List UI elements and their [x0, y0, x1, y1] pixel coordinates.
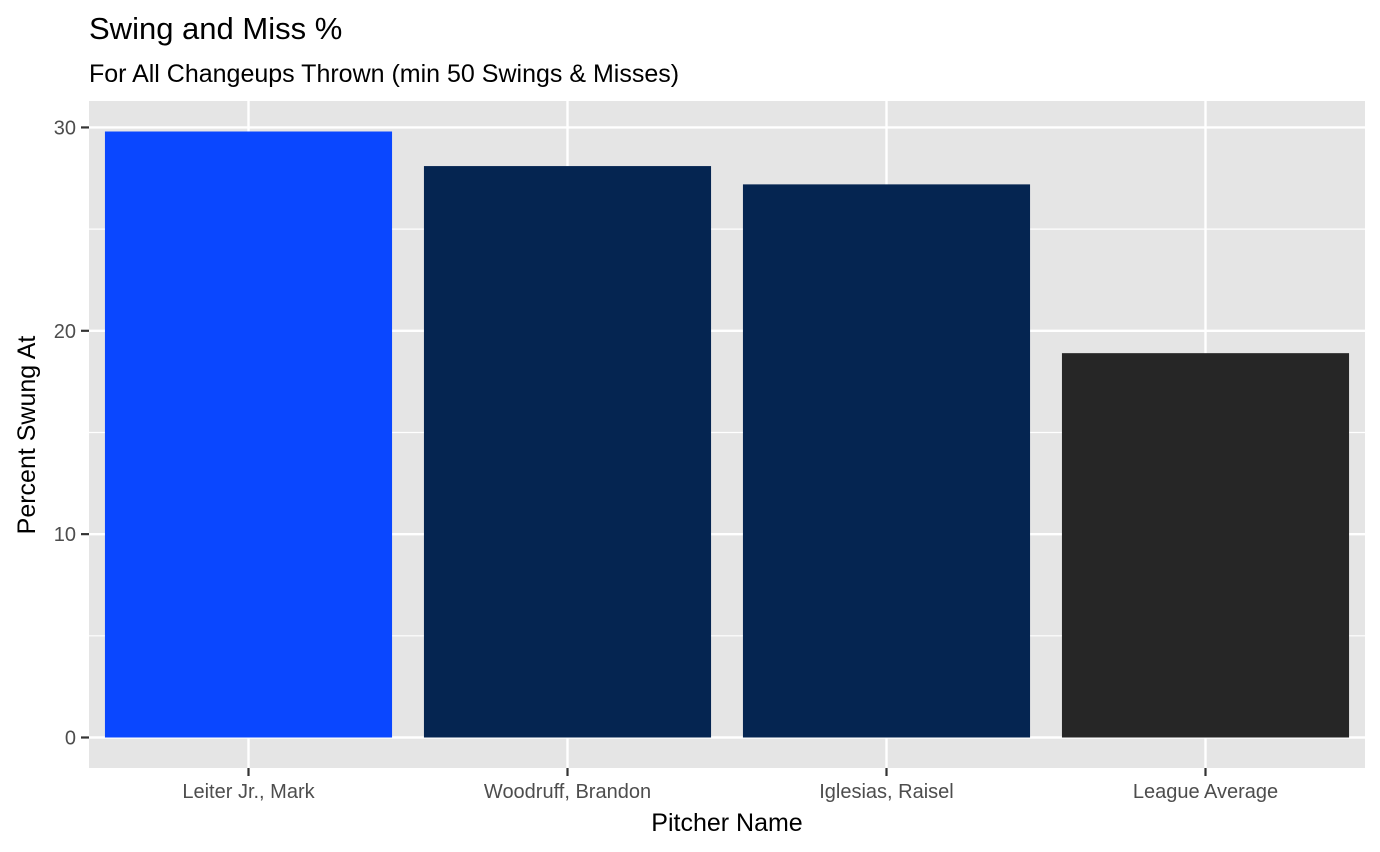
y-axis: 0 10 20 30 — [54, 117, 89, 749]
chart-subtitle: For All Changeups Thrown (min 50 Swings … — [89, 60, 679, 88]
y-tick-label: 20 — [54, 321, 76, 343]
y-axis-title: Percent Swung At — [13, 336, 41, 535]
x-tick-label: League Average — [1133, 781, 1278, 803]
bar — [742, 184, 1031, 738]
x-axis: Leiter Jr., Mark Woodruff, Brandon Iglesia… — [182, 768, 1278, 803]
x-tick-label: Woodruff, Brandon — [484, 781, 651, 803]
chart-title: Swing and Miss % — [89, 11, 342, 46]
x-tick-label: Iglesias, Raisel — [819, 781, 954, 803]
y-tick-label: 30 — [54, 117, 76, 139]
x-axis-title: Pitcher Name — [651, 809, 802, 837]
x-tick-label: Leiter Jr., Mark — [182, 781, 315, 803]
y-tick-label: 10 — [54, 524, 76, 546]
bar — [423, 166, 712, 738]
bars — [104, 131, 1350, 738]
y-tick-label: 0 — [65, 727, 76, 749]
bar — [1061, 353, 1350, 738]
bar — [104, 131, 393, 738]
